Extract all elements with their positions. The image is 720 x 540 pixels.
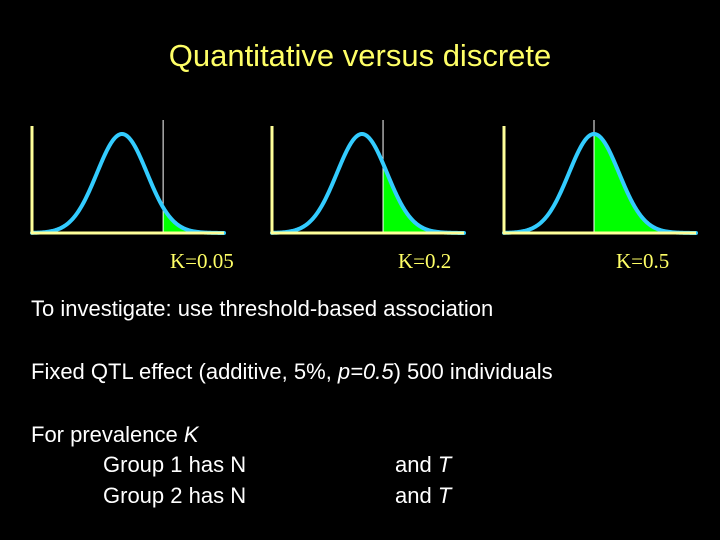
distribution-plot-2 <box>270 120 466 235</box>
distribution-panel-1 <box>28 118 228 240</box>
text-line-prevalence: For prevalence K <box>31 422 199 448</box>
tail-area <box>594 134 696 233</box>
tail-area <box>383 163 464 233</box>
group-1-and: and T <box>395 452 451 478</box>
k-label-2: K=0.2 <box>398 249 452 273</box>
text-line-qtl: Fixed QTL effect (additive, 5%, p=0.5) 5… <box>31 359 553 385</box>
normal-curve <box>502 131 698 235</box>
distribution-plot-1 <box>30 120 226 235</box>
k-label-3: K=0.5 <box>616 249 670 273</box>
prevalence-k: K <box>183 422 199 447</box>
group-1-and-text: and <box>395 452 438 477</box>
group-2-line: Group 2 has N <box>103 483 246 509</box>
k-label-1: K=0.05 <box>170 249 234 273</box>
group-1-t: T <box>437 452 452 477</box>
slide-title: Quantitative versus discrete <box>168 38 552 73</box>
text-line-investigate: To investigate: use threshold-based asso… <box>31 296 493 322</box>
group-2-t: T <box>437 483 452 508</box>
group-2-text: Group 2 has N <box>103 483 247 508</box>
qtl-text-p: p=0.5 <box>337 359 394 384</box>
group-2-and-text: and <box>395 483 438 508</box>
group-1-text: Group 1 has N <box>103 452 247 477</box>
investigate-text: To investigate: use threshold-based asso… <box>31 296 494 321</box>
distribution-plot-3 <box>502 120 698 235</box>
qtl-text-post: ) 500 individuals <box>393 359 553 384</box>
group-1-line: Group 1 has N <box>103 452 246 478</box>
prevalence-text: For prevalence <box>31 422 184 447</box>
normal-curve <box>270 131 466 235</box>
normal-curve <box>30 131 226 235</box>
distribution-panel-2 <box>268 118 468 240</box>
group-2-and: and T <box>395 483 451 509</box>
qtl-text-pre: Fixed QTL effect (additive, 5%, <box>31 359 338 384</box>
distribution-panel-3 <box>500 118 700 240</box>
